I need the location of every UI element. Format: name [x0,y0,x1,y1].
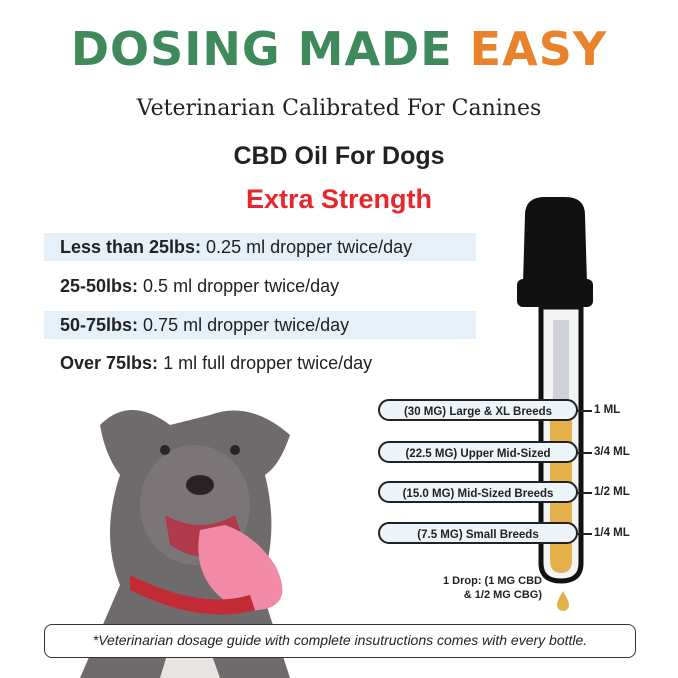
ml-marker: 3/4 ML [594,446,630,458]
dose-level-label: (7.5 MG) Small Breeds [378,522,578,544]
dose-row: Less than 25lbs: 0.25 ml dropper twice/d… [44,233,476,261]
strength-label: Extra Strength [245,184,433,214]
ml-marker: 1/2 ML [594,486,630,498]
ml-marker: 1 ML [594,404,621,416]
dose-row: 25-50lbs: 0.5 ml dropper twice/day [60,276,340,296]
subtitle: Veterinarian Calibrated For Canines [136,96,542,121]
headline: DOSING MADE EASY [70,22,608,76]
dose-row: 50-75lbs: 0.75 ml dropper twice/day [44,311,476,339]
ml-marker: 1/4 ML [594,527,630,539]
drop-info: 1 Drop: (1 MG CBD & 1/2 MG CBG) [443,575,542,601]
dose-level-label: (30 MG) Large & XL Breeds [378,399,578,421]
dose-row: Over 75lbs: 1 ml full dropper twice/day [60,353,373,373]
footer-note: *Veterinarian dosage guide with complete… [44,624,636,658]
product-name: CBD Oil For Dogs [233,142,445,170]
oil-drop-icon [557,591,569,611]
dog-image [80,410,290,678]
dose-level-label: (22.5 MG) Upper Mid-Sized [378,441,578,463]
dose-level-label: (15.0 MG) Mid-Sized Breeds [378,481,578,503]
